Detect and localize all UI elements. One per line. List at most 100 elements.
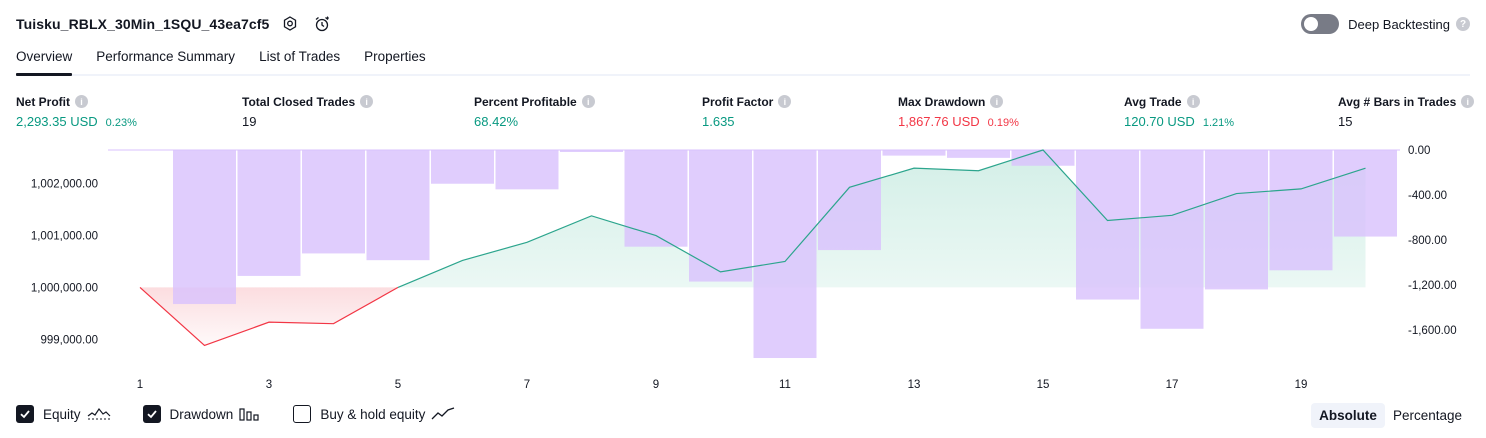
drawdown-bar [1269, 150, 1333, 271]
info-icon[interactable]: i [1461, 95, 1475, 108]
metric-label: Total Closed Trades [242, 94, 356, 109]
info-icon[interactable]: i [1186, 95, 1200, 108]
drawdown-bar [1205, 150, 1268, 290]
drawdown-bar [1334, 150, 1397, 237]
x-axis-tick-label: 17 [1166, 379, 1179, 391]
tab-overview[interactable]: Overview [16, 46, 73, 76]
legend-buy-hold-equity[interactable]: Buy & hold equity [293, 405, 455, 423]
left-axis-tick-label: 1,002,000.00 [31, 179, 98, 191]
right-axis-tick-label: -800.00 [1408, 235, 1447, 247]
info-icon[interactable]: i [581, 95, 595, 108]
info-icon[interactable]: i [990, 95, 1004, 108]
drawdown-bar [495, 150, 559, 190]
tab-bar: Overview Performance Summary List of Tra… [16, 46, 1470, 76]
drawdown-bar [882, 150, 946, 156]
metric-value: 120.70 USD [1124, 114, 1195, 129]
right-axis-tick-label: 0.00 [1408, 145, 1430, 157]
deep-backtesting-label: Deep Backtesting [1348, 16, 1450, 32]
checkbox-checked-icon[interactable] [142, 405, 161, 423]
right-axis-tick-label: -1,200.00 [1408, 280, 1457, 292]
metric-label: Net Profit [16, 94, 70, 109]
absolute-button[interactable]: Absolute [1311, 402, 1385, 428]
legend-label: Buy & hold equity [320, 406, 426, 422]
drawdown-bar [237, 150, 301, 276]
drawdown-bar [302, 150, 365, 254]
metric-value: 2,293.35 USD [16, 114, 98, 129]
checkbox-unchecked-icon[interactable] [293, 405, 312, 423]
drawdown-bar [431, 150, 494, 184]
equity-line-icon [87, 407, 111, 421]
info-icon[interactable]: i [75, 95, 88, 108]
drawdown-bar [624, 150, 688, 247]
drawdown-bar [1011, 150, 1075, 166]
buy-hold-line-icon [431, 407, 455, 421]
x-axis-tick-label: 9 [653, 379, 659, 391]
tab-performance-summary[interactable]: Performance Summary [96, 49, 236, 64]
x-axis-tick-label: 1 [137, 379, 143, 391]
metric-label: Avg # Bars in Trades [1338, 94, 1457, 109]
drawdown-bar [753, 150, 817, 359]
left-axis-tick-label: 1,001,000.00 [31, 231, 98, 243]
x-axis-tick-label: 3 [266, 379, 272, 391]
metric-profit-factor: Profit Factor i 1.635 [702, 94, 792, 129]
metric-value: 15 [1338, 114, 1353, 129]
legend-label: Equity [43, 406, 81, 422]
right-axis-tick-label: -1,600.00 [1408, 325, 1457, 337]
legend-label: Drawdown [169, 406, 234, 422]
drawdown-bars-icon [239, 407, 261, 421]
metric-net-profit: Net Profit i 2,293.35 USD 0.23% [16, 94, 137, 130]
drawdown-bar [947, 150, 1010, 158]
drawdown-bar [818, 150, 881, 251]
metric-percent: 0.23% [105, 117, 137, 129]
percentage-button[interactable]: Percentage [1392, 407, 1462, 423]
info-icon[interactable]: i [778, 95, 792, 108]
x-axis-tick-label: 7 [524, 379, 530, 391]
metric-value: 1,867.76 USD [898, 114, 980, 129]
metric-avg-trade: Avg Trade i 120.70 USD 1.21% [1124, 94, 1235, 130]
left-axis-tick-label: 1,000,000.00 [31, 282, 98, 294]
metric-label: Avg Trade [1124, 94, 1182, 109]
legend-equity[interactable]: Equity [16, 405, 111, 423]
tab-list-of-trades[interactable]: List of Trades [259, 49, 341, 64]
x-axis-tick-label: 15 [1037, 379, 1050, 391]
x-axis-tick-label: 5 [395, 379, 401, 391]
strategy-title: Tuisku_RBLX_30Min_1SQU_43ea7cf5 [16, 16, 270, 32]
metric-percent: 1.21% [1202, 117, 1235, 129]
deep-backtesting-toggle[interactable] [1301, 14, 1340, 34]
checkbox-checked-icon[interactable] [16, 405, 34, 423]
tab-properties[interactable]: Properties [364, 49, 426, 64]
metric-value: 19 [242, 114, 257, 129]
metric-label: Max Drawdown [898, 94, 986, 109]
view-switcher: Absolute Percentage [1311, 401, 1470, 429]
drawdown-bar [173, 150, 236, 305]
drawdown-bar [1076, 150, 1139, 300]
metric-avg-bars-in-trades: Avg # Bars in Trades i 15 [1338, 94, 1475, 129]
drawdown-bar [1140, 150, 1204, 329]
drawdown-bar [560, 150, 623, 152]
equity-line [397, 149, 1366, 288]
left-axis-tick-label: 999,000.00 [40, 334, 98, 346]
legend-drawdown[interactable]: Drawdown [142, 405, 262, 423]
settings-icon[interactable] [279, 13, 301, 35]
help-icon[interactable]: ? [1456, 17, 1470, 31]
equity-loss-line [139, 286, 399, 347]
x-axis-tick-label: 19 [1295, 379, 1308, 391]
alert-clock-icon[interactable] [311, 13, 333, 35]
metric-label: Percent Profitable [474, 94, 577, 109]
metric-percent-profitable: Percent Profitable i 68.42% [474, 94, 595, 129]
metric-label: Profit Factor [702, 94, 774, 109]
chart-legend: Equity Drawdown Buy & hold equity [16, 403, 487, 425]
header: Tuisku_RBLX_30Min_1SQU_43ea7cf5 [16, 12, 333, 36]
metric-value: 68.42% [474, 114, 519, 129]
metric-total-closed-trades: Total Closed Trades i 19 [242, 94, 374, 129]
metric-percent: 0.19% [987, 117, 1019, 129]
x-axis-tick-label: 13 [908, 379, 921, 391]
info-icon[interactable]: i [360, 95, 374, 108]
metric-value: 1.635 [702, 114, 735, 129]
drawdown-bar [689, 150, 752, 282]
drawdown-bar [366, 150, 430, 261]
metric-max-drawdown: Max Drawdown i 1,867.76 USD 0.19% [898, 94, 1019, 130]
right-axis-tick-label: -400.00 [1408, 190, 1447, 202]
x-axis-tick-label: 11 [779, 379, 791, 391]
